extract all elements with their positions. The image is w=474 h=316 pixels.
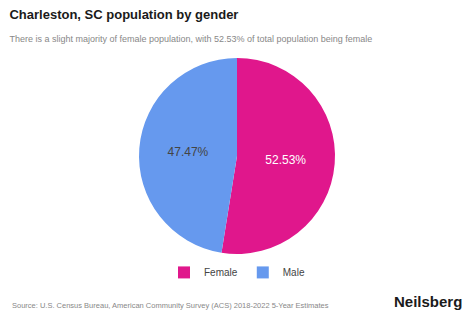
svg-text:47.47%: 47.47%: [168, 145, 209, 159]
svg-text:Source: U.S. Census Bureau, Am: Source: U.S. Census Bureau, American Com…: [12, 301, 329, 310]
svg-text:52.53%: 52.53%: [265, 153, 306, 167]
svg-text:Charleston, SC population by g: Charleston, SC population by gender: [9, 7, 238, 22]
svg-text:Male: Male: [283, 267, 305, 278]
svg-text:Female: Female: [204, 267, 238, 278]
svg-text:There is a slight majority of: There is a slight majority of female pop…: [9, 34, 372, 44]
svg-text:Neilsberg: Neilsberg: [394, 293, 462, 310]
